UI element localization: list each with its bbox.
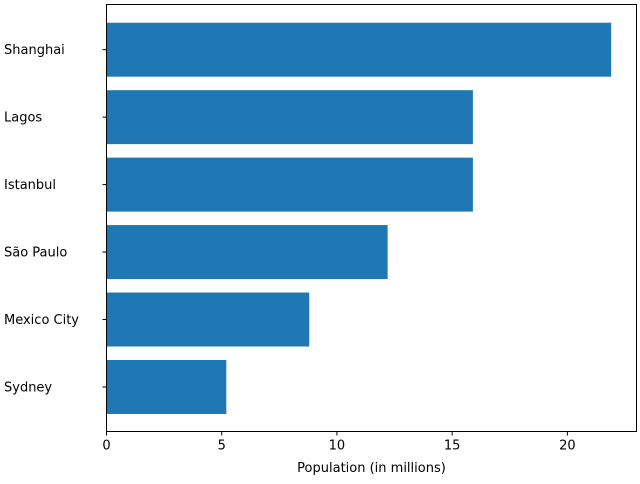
- y-tick-label: Lagos: [4, 111, 42, 126]
- x-axis-label: Population (in millions): [297, 461, 446, 476]
- y-axis: Shanghai Lagos Istanbul São Paulo Mexico Cit…: [4, 43, 107, 395]
- x-tick-label: 15: [444, 439, 461, 454]
- x-tick-label: 0: [102, 439, 110, 454]
- bar-1: [106, 90, 473, 145]
- x-tick-label: 10: [329, 439, 346, 454]
- x-axis: 0 5 10 15 20: [102, 431, 576, 454]
- bar-5: [106, 359, 227, 414]
- x-tick-label: 5: [218, 439, 226, 454]
- bars-layer: [106, 22, 612, 414]
- bar-2: [106, 157, 473, 212]
- x-tick-label: 20: [559, 439, 576, 454]
- bar-3: [106, 225, 388, 280]
- plot-frame: [106, 4, 637, 432]
- y-tick-label: Shanghai: [4, 43, 65, 58]
- y-tick-label: Sydney: [4, 380, 52, 395]
- bar-4: [106, 292, 310, 347]
- bar-0: [106, 22, 612, 77]
- y-tick-label: Mexico City: [4, 313, 79, 328]
- y-tick-label: São Paulo: [4, 246, 67, 261]
- y-tick-label: Istanbul: [4, 178, 56, 193]
